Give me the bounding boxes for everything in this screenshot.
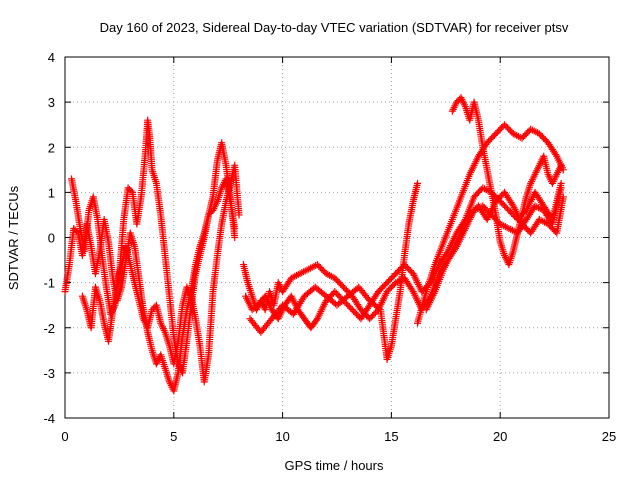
y-axis-label: SDTVAR / TECUs [6,185,21,290]
x-tick-label: 0 [61,429,68,444]
data-point [127,187,135,195]
x-tick-label: 5 [170,429,177,444]
x-tick-label: 20 [493,429,507,444]
axis-ticks: 0 5 10 15 20 25 -4 -3 -2 -1 0 1 2 3 4 [43,50,616,444]
x-tick-label: 15 [384,429,398,444]
y-tick-label: 1 [48,185,55,200]
data-point [559,193,567,201]
x-tick-label: 25 [602,429,616,444]
data-point [557,161,565,169]
data-point [235,211,243,219]
y-tick-label: -4 [43,411,55,426]
data-points [61,94,567,395]
x-tick-label: 10 [275,429,289,444]
y-tick-label: -1 [43,276,55,291]
x-axis-label: GPS time / hours [285,458,384,473]
y-tick-label: 4 [48,50,55,65]
chart-title: Day 160 of 2023, Sidereal Day-to-day VTE… [100,20,569,35]
data-point [414,179,422,187]
data-point [73,227,81,235]
data-point [557,179,565,187]
y-tick-label: 3 [48,95,55,110]
y-tick-label: -3 [43,366,55,381]
y-tick-label: 2 [48,140,55,155]
grid-lines [64,56,610,419]
y-tick-label: 0 [48,231,55,246]
y-tick-label: -2 [43,321,55,336]
data-point [552,151,560,159]
data-point [231,234,239,241]
